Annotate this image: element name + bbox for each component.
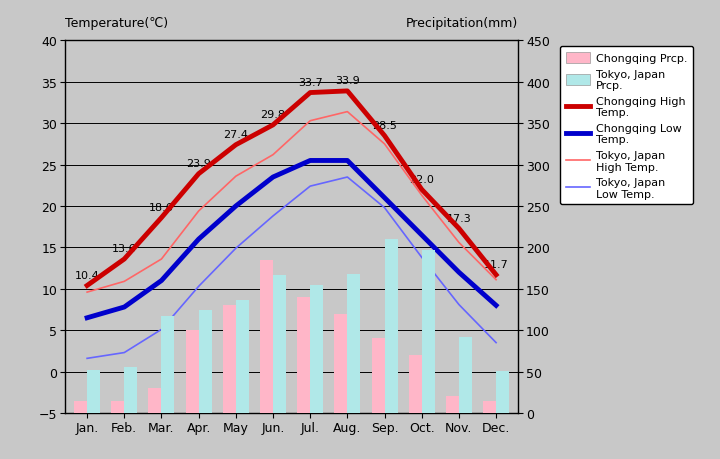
Text: 11.7: 11.7 xyxy=(484,259,508,269)
Bar xyxy=(422,250,435,413)
Legend: Chongqing Prcp., Tokyo, Japan
Prcp., Chongqing High
Temp., Chongqing Low
Temp., : Chongqing Prcp., Tokyo, Japan Prcp., Cho… xyxy=(560,47,693,205)
Bar xyxy=(87,370,100,413)
Text: Precipitation(mm): Precipitation(mm) xyxy=(406,17,518,30)
Bar xyxy=(222,306,236,413)
Text: 18.6: 18.6 xyxy=(149,202,174,213)
Text: 23.9: 23.9 xyxy=(186,158,211,168)
Bar xyxy=(74,401,87,413)
Bar xyxy=(409,355,422,413)
Bar xyxy=(496,371,509,413)
Bar xyxy=(161,316,174,413)
Text: 22.0: 22.0 xyxy=(409,174,434,184)
Bar xyxy=(260,260,273,413)
Text: 33.7: 33.7 xyxy=(298,78,323,88)
Bar xyxy=(384,240,397,413)
Bar xyxy=(148,388,161,413)
Bar xyxy=(112,401,125,413)
Bar xyxy=(186,330,199,413)
Text: 27.4: 27.4 xyxy=(223,129,248,140)
Text: 29.8: 29.8 xyxy=(261,110,286,120)
Bar xyxy=(372,339,384,413)
Text: 10.4: 10.4 xyxy=(75,270,99,280)
Bar xyxy=(273,275,286,413)
Bar xyxy=(334,314,347,413)
Text: 28.5: 28.5 xyxy=(372,121,397,130)
Bar xyxy=(236,300,249,413)
Bar xyxy=(483,401,496,413)
Bar xyxy=(446,397,459,413)
Text: 33.9: 33.9 xyxy=(335,76,360,86)
Bar xyxy=(297,297,310,413)
Bar xyxy=(459,337,472,413)
Bar xyxy=(310,286,323,413)
Text: Temperature(℃): Temperature(℃) xyxy=(65,17,168,30)
Bar xyxy=(347,274,361,413)
Bar xyxy=(125,367,138,413)
Text: 13.6: 13.6 xyxy=(112,244,137,254)
Text: 17.3: 17.3 xyxy=(446,213,472,223)
Bar xyxy=(199,310,212,413)
